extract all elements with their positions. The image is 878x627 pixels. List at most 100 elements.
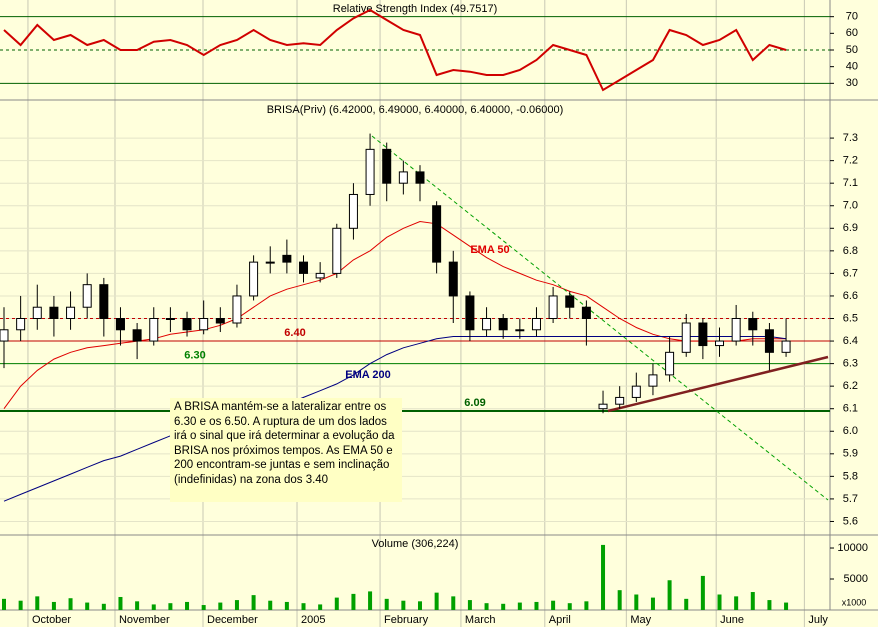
y-tick-label: 6.6 [843, 290, 858, 302]
candle-body [482, 318, 492, 331]
candle-body [249, 261, 259, 297]
y-tick-label: 6.9 [843, 222, 858, 234]
candle-body [581, 306, 591, 320]
bar [401, 600, 406, 610]
bar [434, 592, 439, 610]
candle-body [66, 306, 76, 320]
bar [101, 603, 106, 610]
bar [501, 603, 506, 610]
bar [634, 594, 639, 610]
y-tick-label: 6.3 [843, 358, 858, 370]
x-tick-label: October [32, 614, 71, 626]
bar [684, 598, 689, 610]
bar [368, 591, 373, 610]
bar [567, 603, 572, 610]
candle-body [598, 403, 608, 410]
reference-label: 6.40 [284, 327, 305, 339]
candle-body [149, 318, 159, 342]
candle-body [99, 284, 109, 319]
y-tick-label: 6.2 [843, 380, 858, 392]
bar [151, 604, 156, 610]
candle-body [748, 318, 758, 331]
candle-body [648, 374, 658, 387]
bar [234, 600, 239, 610]
volume-title: Volume (306,224) [372, 538, 459, 550]
bar [451, 596, 456, 610]
candle-body [165, 318, 175, 320]
candle-body [531, 318, 541, 331]
candle-body [565, 295, 575, 308]
bar [334, 597, 339, 610]
candle-body [232, 295, 242, 324]
x-tick-label: July [808, 614, 828, 626]
bar [185, 601, 190, 610]
bar [268, 600, 273, 610]
bar [301, 603, 306, 610]
price-title: BRISA(Priv) (6.42000, 6.49000, 6.40000, … [267, 104, 564, 116]
y-tick-label: 5.6 [843, 515, 858, 527]
candle-body [548, 295, 558, 319]
candle-body [16, 318, 26, 331]
bar [601, 544, 606, 610]
y-tick-label: 7.0 [843, 200, 858, 212]
candle-body [365, 148, 375, 195]
candle-body [715, 340, 725, 347]
bar [750, 592, 755, 610]
y-tick-label: 40 [846, 61, 858, 73]
candle-body [432, 205, 442, 263]
x-tick-label: April [549, 614, 571, 626]
bar [168, 603, 173, 610]
bar [484, 603, 489, 610]
y-tick-label: 5.8 [843, 470, 858, 482]
bar [284, 601, 289, 610]
annotation-box: A BRISA mantém-se a lateralizar entre os… [170, 398, 402, 502]
candle-body [515, 329, 525, 332]
bar [85, 602, 90, 610]
x-tick-label: June [720, 614, 744, 626]
candle-body [199, 318, 209, 331]
y-tick-label: 7.3 [843, 132, 858, 144]
trend-line [607, 355, 829, 413]
bar [351, 593, 356, 610]
bar [318, 604, 323, 610]
candle-body [115, 318, 125, 331]
y-tick-label: 60 [846, 27, 858, 39]
y-tick-label: 5.7 [843, 493, 858, 505]
line-series [3, 8, 787, 92]
candle-body [215, 318, 225, 324]
candle-body [0, 329, 9, 342]
candle-body [698, 322, 708, 347]
x-tick-label: May [630, 614, 651, 626]
bar [667, 580, 672, 610]
annotation: A BRISA mantém-se a lateralizar entre os… [170, 398, 402, 502]
bar [700, 575, 705, 610]
bar [534, 601, 539, 610]
bar [617, 590, 622, 610]
y-tick-label: 6.4 [843, 335, 858, 347]
candle-body [448, 261, 458, 297]
candle-body [498, 318, 508, 331]
candle-body [781, 340, 791, 353]
candle-body [182, 318, 192, 331]
x-tick-label: December [207, 614, 258, 626]
bar [650, 597, 655, 610]
candle-body [631, 385, 641, 398]
reference-label: 6.09 [464, 397, 485, 409]
candle-body [132, 329, 142, 342]
candle-body [32, 306, 42, 320]
y-tick-label: 5.9 [843, 448, 858, 460]
bar [417, 601, 422, 610]
bar [467, 600, 472, 610]
candle-body [382, 148, 392, 184]
line-series [3, 336, 787, 502]
bar [118, 596, 123, 610]
bar [135, 601, 140, 610]
candle-body [764, 329, 774, 353]
y-tick-label: 6.0 [843, 425, 858, 437]
x-tick-label: November [119, 614, 170, 626]
candle-body [299, 261, 309, 274]
bar [51, 601, 56, 610]
candle-body [282, 254, 292, 263]
reference-label: 6.30 [184, 350, 205, 362]
bar [18, 600, 23, 610]
